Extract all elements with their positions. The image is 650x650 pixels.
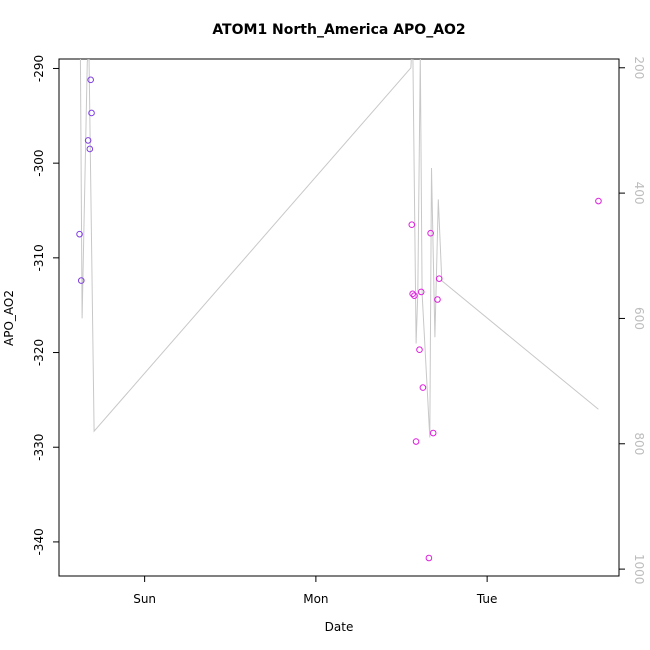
data-point-series-2	[427, 229, 434, 237]
data-point-series-2	[429, 429, 437, 437]
data-point-series-2	[409, 290, 416, 298]
x-axis-label: Date	[325, 620, 354, 634]
data-point-series-1	[88, 109, 95, 117]
data-point-series-2	[416, 346, 423, 353]
plot-frame	[58, 58, 620, 577]
y-tick-label: -330	[32, 434, 46, 461]
secondary-series-line	[79, 59, 599, 438]
data-point-series-2	[417, 288, 425, 296]
data-point-series-1	[77, 277, 85, 284]
data-point-series-2	[419, 384, 427, 391]
data-point-series-1	[76, 230, 83, 238]
data-point-series-2	[435, 275, 443, 282]
data-point-series-2	[411, 292, 418, 300]
data-point-series-2	[412, 438, 420, 445]
y2-tick-label: 1000	[632, 554, 646, 585]
y2-tick-label: 600	[632, 307, 646, 330]
data-point-series-2	[408, 221, 416, 229]
y-tick-label: -320	[32, 339, 46, 366]
data-point-series-1	[84, 137, 92, 144]
data-point-series-2	[425, 554, 433, 562]
y-tick-label: -290	[32, 55, 46, 82]
data-point-series-2	[434, 296, 441, 303]
chart-title: ATOM1 North_America APO_AO2	[212, 22, 465, 38]
y2-tick-label: 400	[632, 182, 646, 205]
data-point-series-1	[86, 145, 94, 153]
points-layer	[76, 76, 602, 562]
y-tick-label: -340	[32, 528, 46, 555]
y-axis-label: APO_AO2	[2, 290, 16, 346]
y2-tick-label: 800	[632, 432, 646, 455]
axes-layer: Sun Mon Tue -340 -330 -320 -310 -300 -290 200 400 6…	[32, 55, 646, 606]
y-tick-label: -300	[32, 150, 46, 177]
x-tick-label: Tue	[476, 592, 498, 606]
x-tick-label: Sun	[133, 592, 156, 606]
secondary-line-layer	[79, 59, 599, 438]
data-point-series-2	[595, 197, 602, 205]
data-point-series-1	[87, 76, 94, 84]
x-tick-label: Mon	[303, 592, 328, 606]
y2-tick-label: 200	[632, 56, 646, 79]
y-tick-label: -310	[32, 244, 46, 271]
